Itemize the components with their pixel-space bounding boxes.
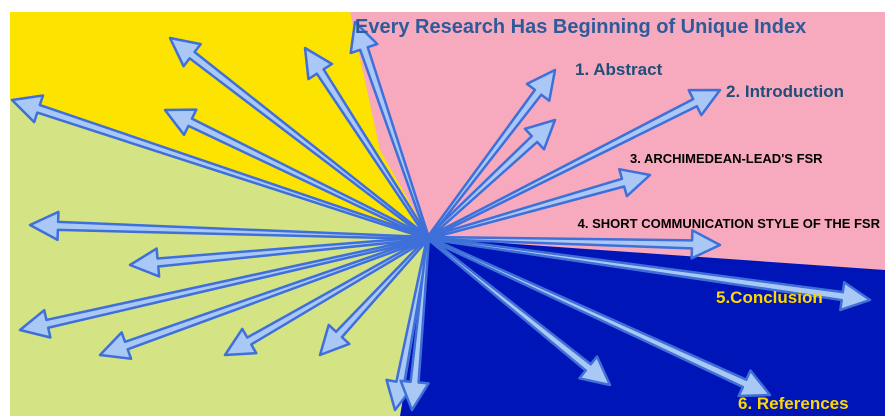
item-label: 5.Conclusion xyxy=(716,288,823,308)
item-label: 6. References xyxy=(738,394,849,414)
item-label: 3. ARCHIMEDEAN-LEAD'S FSR xyxy=(630,151,823,166)
title: Every Research Has Beginning of Unique I… xyxy=(355,16,806,39)
page: Every Research Has Beginning of Unique I… xyxy=(0,0,885,416)
illustration xyxy=(0,0,885,416)
item-label: 2. Introduction xyxy=(726,82,844,102)
item-label: 1. Abstract xyxy=(575,60,662,80)
item-label: 4. SHORT COMMUNICATION STYLE OF THE FSR xyxy=(512,213,880,235)
